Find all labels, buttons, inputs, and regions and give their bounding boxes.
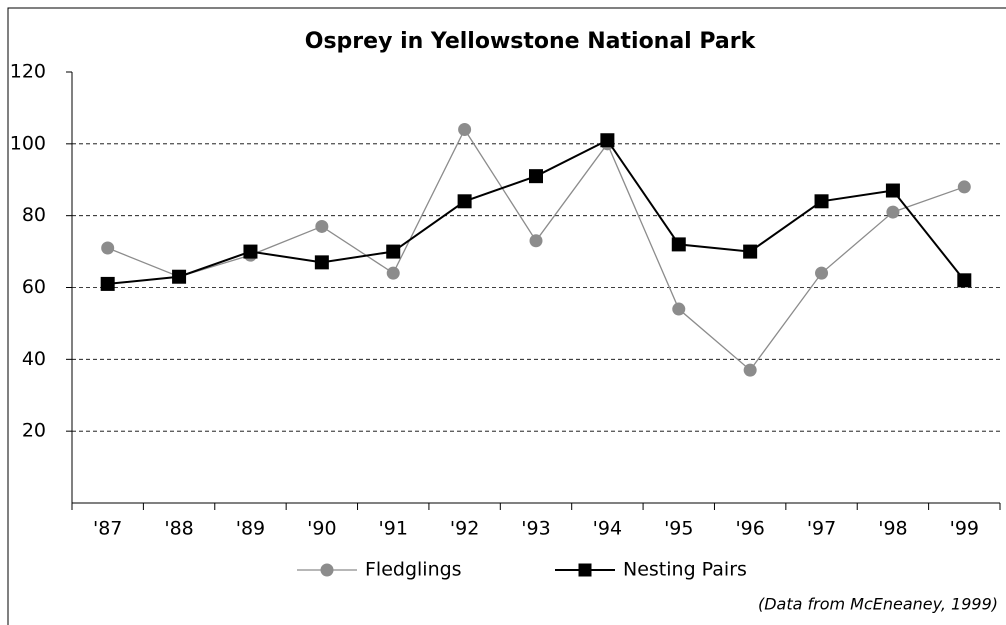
point [743,363,757,377]
x-tick-label: '95 [664,518,693,540]
x-tick-label: '93 [521,518,550,540]
legend-label: Nesting Pairs [623,559,747,581]
annotation: (Data from McEneaney, 1999) [758,595,998,614]
point [886,205,900,219]
y-tick-label: 100 [10,132,46,154]
x-tick-label: '88 [164,518,193,540]
point [600,133,615,148]
x-tick-label: '90 [307,518,336,540]
point [457,194,472,209]
y-tick-label: 60 [22,276,46,298]
x-tick-label: '91 [379,518,408,540]
x-tick-label: '97 [807,518,836,540]
point [458,122,472,136]
x-tick-label: '98 [878,518,907,540]
point [957,273,972,288]
x-tick-label: '87 [93,518,122,540]
x-tick-label: '89 [236,518,265,540]
point [100,276,115,291]
point [885,183,900,198]
series-line [107,128,965,372]
series-line [107,138,966,285]
y-tick-label: 40 [22,348,46,370]
point [243,244,258,259]
legend-marker [320,563,334,577]
point [172,269,187,284]
point [101,241,115,255]
legend-label: Fledglings [365,559,462,581]
frame [7,7,1006,625]
x-tick-label: '96 [735,518,764,540]
x-tick-label: '99 [950,518,979,540]
point [315,219,329,233]
point [672,302,686,316]
point [743,244,758,259]
x-tick-label: '94 [593,518,622,540]
point [529,234,543,248]
legend-marker [578,563,592,577]
y-tick-label: 120 [10,61,46,83]
x-tick-label: '92 [450,518,479,540]
point [529,169,543,184]
point [386,266,400,280]
point [957,180,971,194]
point [815,266,829,280]
point [814,194,829,209]
point [314,255,329,270]
point [671,237,686,252]
y-tick-label: 80 [22,204,46,226]
y-tick-label: 20 [22,420,46,442]
chart-title: Osprey in Yellowstone National Park [305,29,757,54]
point [386,244,401,259]
